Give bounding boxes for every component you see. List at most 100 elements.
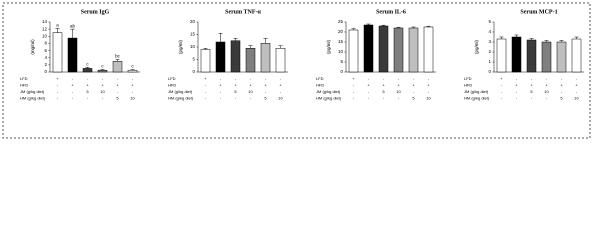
treatment-label: HM (g/kg diet) <box>20 96 46 101</box>
treatment-value: - <box>102 76 104 81</box>
treatment-value: + <box>575 83 578 88</box>
y-tick-label: 4 <box>44 55 47 60</box>
frame <box>2 2 591 139</box>
y-tick-label: 15 <box>338 39 344 44</box>
y-tick-label: 14 <box>42 19 48 24</box>
treatment-value: - <box>57 96 59 101</box>
bar <box>363 24 374 73</box>
treatment-value: - <box>383 96 385 101</box>
treatment-value: - <box>368 96 370 101</box>
treatment-value: + <box>101 83 104 88</box>
error-bar <box>130 69 135 71</box>
treatment-label: HM (g/kg diet) <box>464 96 490 101</box>
error-bar <box>381 24 386 26</box>
treatment-value: - <box>398 96 400 101</box>
treatment-value: 5 <box>234 89 237 94</box>
significance-letter: ab <box>70 23 76 28</box>
treatment-value: 10 <box>130 96 135 101</box>
chart-title: Serum IgG <box>81 9 110 15</box>
y-tick-label: 1 <box>488 59 491 64</box>
treatment-value: - <box>428 76 430 81</box>
bar <box>127 69 138 73</box>
bar <box>112 61 123 73</box>
error-bar <box>514 34 519 37</box>
treatment-value: + <box>56 76 59 81</box>
treatment-value: - <box>72 96 74 101</box>
error-bar <box>529 38 534 40</box>
y-tick-label: 2 <box>44 62 47 67</box>
significance-letter: bc <box>115 54 121 59</box>
y-tick-label: 10 <box>190 44 196 49</box>
y-tick-label: 12 <box>42 26 48 31</box>
error-bar <box>85 67 90 69</box>
bar <box>556 41 567 73</box>
treatment-value: + <box>412 83 415 88</box>
treatment-value: - <box>501 96 503 101</box>
treatment-value: 10 <box>278 96 283 101</box>
error-bar <box>366 23 371 25</box>
treatment-value: + <box>382 83 385 88</box>
chart-title: Serum MCP-1 <box>520 9 557 15</box>
treatment-value: 10 <box>248 89 253 94</box>
treatment-value: 5 <box>382 89 385 94</box>
error-bar <box>248 45 253 49</box>
treatment-value: + <box>116 83 119 88</box>
treatment-value: - <box>57 89 59 94</box>
error-bar <box>203 48 208 50</box>
bar <box>526 39 537 73</box>
treatment-value: + <box>131 83 134 88</box>
y-axis-label: (pg/ml) <box>326 40 331 55</box>
treatment-value: - <box>265 89 267 94</box>
treatment-label: LFD <box>316 76 324 81</box>
treatment-value: - <box>368 76 370 81</box>
treatment-value: 10 <box>426 96 431 101</box>
treatment-value: - <box>353 83 355 88</box>
treatment-label: JM (g/kg diet) <box>20 89 45 94</box>
y-axis-label: (mg/ml) <box>30 39 35 55</box>
y-tick-label: 10 <box>338 49 344 54</box>
bar <box>230 40 241 73</box>
treatment-value: - <box>546 76 548 81</box>
treatment-label: JM (g/kg diet) <box>464 89 489 94</box>
error-bar <box>218 33 223 42</box>
treatment-value: - <box>561 76 563 81</box>
treatment-value: - <box>220 96 222 101</box>
error-bar <box>263 38 268 44</box>
bar <box>393 27 404 73</box>
treatment-value: - <box>132 89 134 94</box>
treatment-value: 5 <box>412 96 415 101</box>
y-tick-label: 20 <box>338 29 344 34</box>
treatment-value: - <box>368 89 370 94</box>
treatment-value: - <box>531 76 533 81</box>
treatment-value: - <box>102 96 104 101</box>
treatment-value: + <box>397 83 400 88</box>
treatment-value: - <box>235 96 237 101</box>
y-tick-label: 5 <box>488 19 491 24</box>
treatment-value: - <box>353 96 355 101</box>
error-bar <box>559 40 564 42</box>
y-tick-label: 0 <box>340 69 343 74</box>
treatment-value: - <box>72 76 74 81</box>
treatment-value: 5 <box>116 96 119 101</box>
bar <box>82 68 93 73</box>
treatment-value: - <box>87 96 89 101</box>
y-tick-label: 3 <box>488 39 491 44</box>
bar <box>378 25 389 73</box>
treatment-value: - <box>117 89 119 94</box>
treatment-value: - <box>516 89 518 94</box>
treatment-value: - <box>576 76 578 81</box>
significance-letter: c <box>101 64 104 69</box>
treatment-value: 5 <box>264 96 267 101</box>
treatment-value: - <box>413 76 415 81</box>
significance-letter: a <box>56 23 59 28</box>
treatment-value: + <box>427 83 430 88</box>
treatment-label: HFD <box>316 83 324 88</box>
significance-letter: c <box>86 62 89 67</box>
treatment-value: + <box>71 83 74 88</box>
treatment-value: 5 <box>530 89 533 94</box>
error-bar <box>574 36 579 39</box>
treatment-value: - <box>205 83 207 88</box>
treatment-value: - <box>205 89 207 94</box>
treatment-value: + <box>204 76 207 81</box>
